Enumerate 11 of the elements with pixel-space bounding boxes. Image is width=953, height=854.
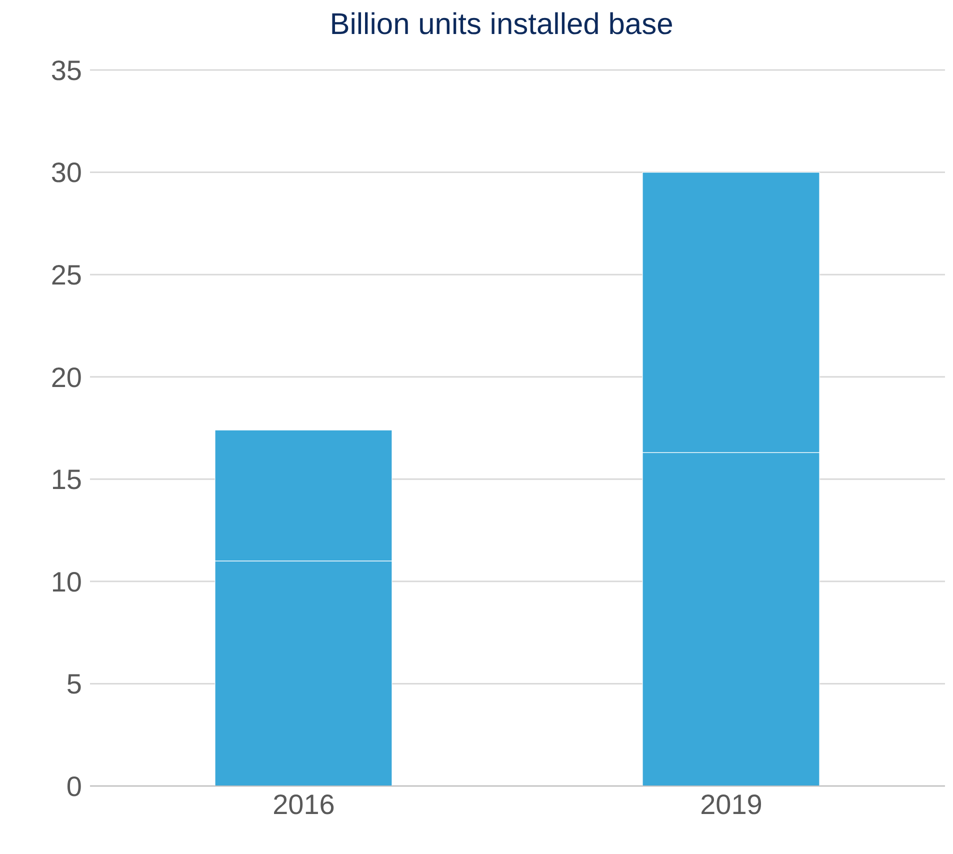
- chart-title: Billion units installed base: [328, 8, 674, 43]
- y-tick-label: 30: [50, 157, 82, 188]
- y-tick-label: 20: [50, 362, 82, 393]
- y-tick-label: 25: [50, 260, 82, 291]
- y-tick-label: 5: [66, 668, 82, 700]
- x-tick-label: 2016: [272, 788, 335, 820]
- y-tick-label: 10: [50, 566, 82, 598]
- y-tick-label: 35: [50, 54, 82, 86]
- x-tick-label: 2019: [700, 788, 762, 820]
- y-tick-label: 15: [50, 464, 82, 496]
- y-tick-label: 0: [66, 770, 82, 802]
